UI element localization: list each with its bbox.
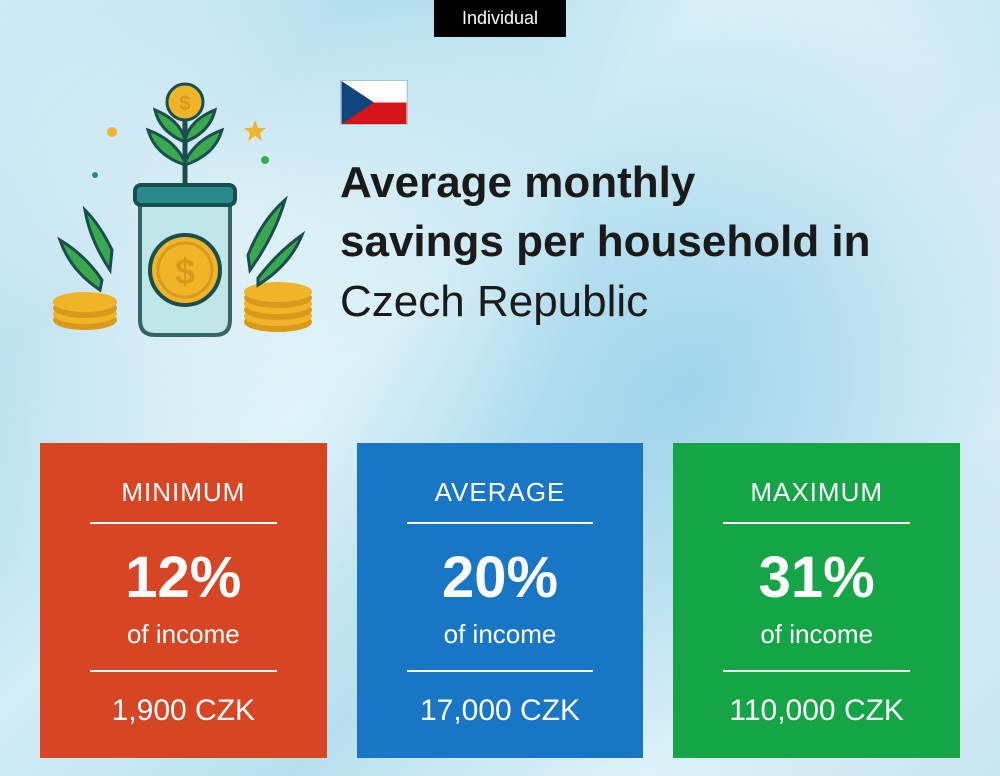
card-maximum: MAXIMUM 31% of income 110,000 CZK <box>673 443 960 758</box>
title-line-1: Average monthly <box>340 153 960 212</box>
card-percent: 31% <box>703 544 930 611</box>
card-percent: 20% <box>387 544 614 611</box>
svg-text:$: $ <box>175 251 195 292</box>
svg-text:$: $ <box>179 93 190 115</box>
card-amount: 17,000 CZK <box>387 694 614 728</box>
card-minimum: MINIMUM 12% of income 1,900 CZK <box>40 443 327 758</box>
czech-flag-icon <box>340 80 408 125</box>
card-sub: of income <box>90 619 277 672</box>
stat-cards-row: MINIMUM 12% of income 1,900 CZK AVERAGE … <box>40 443 960 758</box>
card-percent: 12% <box>70 544 297 611</box>
savings-illustration: $ $ <box>40 70 320 350</box>
card-sub: of income <box>723 619 910 672</box>
page-title: Average monthly savings per household in… <box>340 153 960 331</box>
card-label: MAXIMUM <box>723 477 910 524</box>
card-amount: 1,900 CZK <box>70 694 297 728</box>
card-average: AVERAGE 20% of income 17,000 CZK <box>357 443 644 758</box>
card-label: MINIMUM <box>90 477 277 524</box>
category-badge: Individual <box>434 0 566 37</box>
card-sub: of income <box>407 619 594 672</box>
header-section: $ $ Average monthly savings per hous <box>0 70 1000 350</box>
title-country: Czech Republic <box>340 272 960 331</box>
card-label: AVERAGE <box>407 477 594 524</box>
title-line-2: savings per household in <box>340 212 960 271</box>
card-amount: 110,000 CZK <box>703 694 930 728</box>
title-area: Average monthly savings per household in… <box>320 70 960 331</box>
